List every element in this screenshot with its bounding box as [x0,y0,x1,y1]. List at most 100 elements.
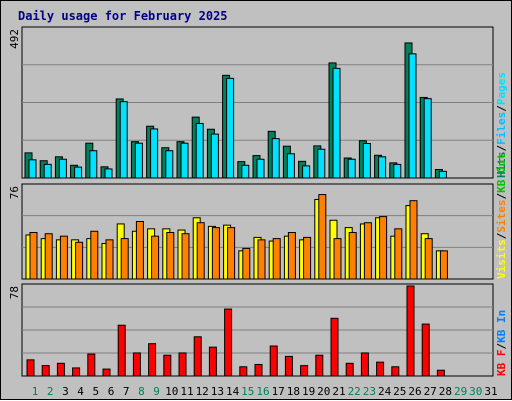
bar-sites-day-1 [29,232,38,280]
day-label-6: 6 [108,385,115,398]
legend-entry: KB Out [495,153,508,193]
legend-entry: Sites [495,200,508,233]
day-label-27: 27 [424,385,437,398]
bar-sites-day-11 [181,233,190,280]
bar-kb-f-day-16 [254,363,263,377]
day-label-10: 10 [165,385,178,398]
bar-kb-f-day-20 [315,354,324,377]
chart-title: Daily usage for February 2025 [18,9,228,23]
bar-kb-f-day-25 [391,366,400,377]
bar-sites-day-16 [257,239,266,280]
day-label-7: 7 [123,385,130,398]
day-label-13: 13 [211,385,224,398]
bar-sites-day-9 [151,235,160,280]
y-max-label: 492 [8,29,21,49]
bar-sites-day-20 [318,194,327,280]
bar-files-day-8 [134,142,143,179]
bar-kb-f-day-9 [148,343,157,377]
legend-entry: / [495,343,508,350]
legend: Hits/Files/Pages [495,72,508,178]
bar-files-day-16 [256,158,265,179]
bar-kb-f-day-4 [72,367,81,377]
day-label-8: 8 [138,385,145,398]
bar-kb-f-day-21 [330,317,339,377]
bar-kb-f-day-6 [102,368,111,377]
bar-kb-f-day-12 [193,336,202,377]
bar-sites-day-15 [242,247,251,280]
bar-sites-day-28 [439,250,448,280]
day-label-23: 23 [363,385,376,398]
bar-files-day-22 [347,158,356,179]
bar-sites-day-13 [211,227,220,280]
bar-files-day-6 [104,168,113,179]
bar-files-day-13 [210,133,219,179]
bar-sites-day-25 [394,228,403,280]
bar-files-day-26 [408,53,417,179]
day-label-22: 22 [348,385,361,398]
bar-files-day-3 [58,158,67,179]
bar-files-day-5 [89,150,98,179]
day-label-25: 25 [393,385,406,398]
legend-entry: Pages [495,72,508,105]
bar-kb-f-day-11 [178,352,187,377]
legend-entry: / [495,232,508,239]
day-label-9: 9 [153,385,160,398]
bar-kb-f-day-18 [284,355,293,377]
bar-kb-f-day-24 [376,361,385,377]
day-label-31: 31 [484,385,497,398]
y-max-label: 76 [8,186,21,199]
bar-files-day-23 [362,142,371,179]
day-label-5: 5 [92,385,99,398]
day-label-1: 1 [32,385,39,398]
bar-files-day-19 [302,165,311,179]
bar-kb-f-day-10 [163,354,172,377]
day-label-18: 18 [287,385,300,398]
bar-sites-day-2 [44,233,53,280]
bar-files-day-2 [43,163,52,179]
bar-kb-f-day-26 [406,285,415,377]
bar-kb-f-day-19 [300,365,309,377]
bar-sites-day-8 [135,220,144,280]
bar-sites-day-19 [303,236,312,280]
legend-entry: Files [495,112,508,145]
bar-kb-f-day-15 [239,366,248,377]
bar-kb-f-day-23 [360,352,369,377]
bar-sites-day-14 [227,227,236,280]
day-label-4: 4 [77,385,84,398]
day-label-12: 12 [196,385,209,398]
day-label-2: 2 [47,385,54,398]
bar-files-day-27 [423,98,432,179]
day-label-17: 17 [272,385,285,398]
day-label-29: 29 [454,385,467,398]
bar-sites-day-17 [272,238,281,280]
bar-kb-f-day-1 [26,359,35,377]
bar-sites-day-27 [424,238,433,280]
bar-sites-day-26 [409,200,418,280]
legend-entry: KB In [495,310,508,343]
bar-kb-f-day-2 [41,365,50,377]
bar-files-day-17 [271,138,280,179]
bar-sites-day-12 [196,222,205,280]
bar-sites-day-3 [59,235,68,280]
bar-kb-f-day-22 [345,362,354,377]
legend-entry: Hits [495,152,508,179]
bar-files-day-7 [119,101,128,179]
legend-entry: Visits [495,239,508,279]
legend-entry: / [495,105,508,112]
bar-kb-f-day-7 [117,324,126,377]
day-label-19: 19 [302,385,315,398]
day-label-3: 3 [62,385,69,398]
day-label-20: 20 [317,385,330,398]
bar-sites-day-23 [363,222,372,280]
day-label-26: 26 [408,385,421,398]
bar-sites-day-24 [379,216,388,280]
bar-sites-day-6 [105,239,114,280]
legend-entry: / [495,193,508,200]
bar-kb-f-day-13 [208,346,217,377]
bar-files-day-12 [195,122,204,179]
legend-entry: KB F [495,350,508,377]
bar-files-day-18 [286,153,295,179]
bar-kb-f-day-5 [87,353,96,377]
day-label-28: 28 [439,385,452,398]
